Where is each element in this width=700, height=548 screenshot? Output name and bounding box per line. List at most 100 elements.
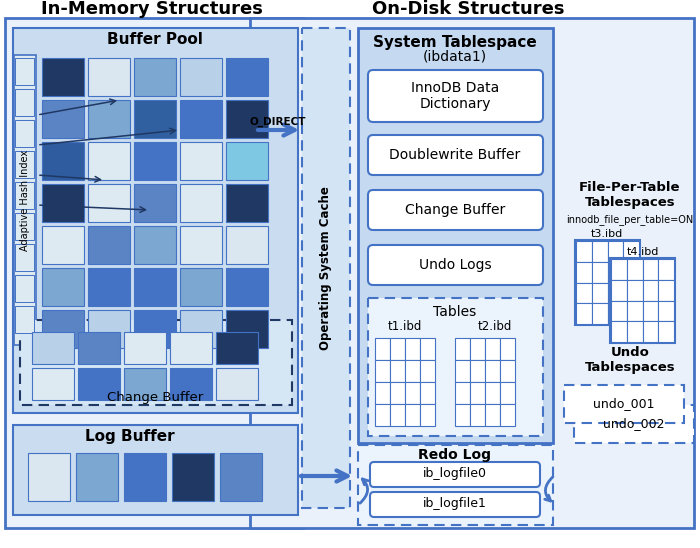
Bar [42, 226, 84, 264]
Bar [592, 283, 608, 303]
Bar [180, 268, 222, 306]
Bar [180, 184, 222, 222]
Bar [455, 382, 470, 404]
Text: Operating System Cache: Operating System Cache [319, 186, 332, 350]
Text: Adaptive Hash Index: Adaptive Hash Index [20, 150, 30, 250]
Bar [405, 404, 420, 426]
Bar [420, 360, 435, 382]
Bar [626, 279, 643, 300]
Bar [28, 453, 70, 501]
Bar [455, 360, 470, 382]
Bar [124, 368, 166, 400]
Bar [643, 300, 658, 321]
Bar [226, 142, 268, 180]
Bar [470, 338, 485, 360]
Bar [564, 385, 684, 423]
Text: Undo Logs: Undo Logs [419, 258, 491, 272]
Bar [390, 360, 405, 382]
Bar [643, 259, 658, 279]
FancyBboxPatch shape [368, 190, 543, 230]
Text: In-Memory Structures: In-Memory Structures [41, 0, 263, 18]
Bar [170, 332, 212, 364]
Text: On-Disk Structures: On-Disk Structures [372, 0, 564, 18]
Bar [390, 404, 405, 426]
Bar [470, 404, 485, 426]
Bar [358, 445, 553, 525]
Bar [180, 226, 222, 264]
Bar [405, 338, 420, 360]
Bar [180, 310, 222, 348]
Text: Redo Log: Redo Log [419, 448, 491, 462]
Bar [88, 142, 130, 180]
Bar [78, 368, 120, 400]
Bar [32, 332, 74, 364]
Bar [375, 382, 390, 404]
Bar [608, 303, 623, 324]
Bar [485, 360, 500, 382]
Bar [88, 100, 130, 138]
Bar [576, 283, 592, 303]
Bar [390, 382, 405, 404]
Text: Doublewrite Buffer: Doublewrite Buffer [389, 148, 521, 162]
Bar [658, 300, 674, 321]
Bar [368, 298, 543, 436]
Bar [42, 184, 84, 222]
Bar [375, 404, 390, 426]
Bar [42, 142, 84, 180]
Text: System Tablespace: System Tablespace [373, 35, 537, 49]
Bar [124, 332, 166, 364]
Bar [420, 382, 435, 404]
Bar [575, 240, 640, 325]
Bar [608, 241, 623, 262]
Bar [226, 184, 268, 222]
Bar [76, 453, 118, 501]
Bar [626, 321, 643, 342]
Bar [611, 279, 626, 300]
Text: Change Buffer: Change Buffer [405, 203, 505, 217]
Bar [13, 28, 298, 413]
Bar [623, 241, 639, 262]
Text: t4.ibd: t4.ibd [626, 247, 659, 257]
Bar [78, 332, 120, 364]
Bar [658, 259, 674, 279]
Bar [576, 241, 592, 262]
Text: Log Buffer: Log Buffer [85, 429, 175, 443]
Bar [658, 321, 674, 342]
Bar [15, 213, 34, 240]
Bar [226, 100, 268, 138]
Bar [134, 58, 176, 96]
Bar [88, 58, 130, 96]
Bar [226, 268, 268, 306]
Text: ib_logfile1: ib_logfile1 [423, 498, 487, 511]
Bar [250, 18, 694, 528]
Bar [15, 151, 34, 178]
Bar [485, 338, 500, 360]
Bar [88, 184, 130, 222]
Bar [626, 300, 643, 321]
Bar [226, 58, 268, 96]
Bar [226, 310, 268, 348]
Bar [42, 268, 84, 306]
Bar [643, 279, 658, 300]
Bar [88, 268, 130, 306]
Bar [375, 338, 390, 360]
Text: t2.ibd: t2.ibd [478, 319, 512, 333]
Bar [455, 338, 470, 360]
Text: Buffer Pool: Buffer Pool [107, 32, 203, 48]
Bar [485, 382, 500, 404]
Text: undo_002: undo_002 [603, 418, 665, 431]
Bar [611, 259, 626, 279]
Bar [610, 258, 675, 343]
Bar [134, 184, 176, 222]
Text: Undo
Tablespaces: Undo Tablespaces [584, 346, 676, 374]
Bar [470, 360, 485, 382]
Bar [170, 368, 212, 400]
Bar [172, 453, 214, 501]
Bar [608, 262, 623, 283]
Bar [375, 360, 390, 382]
Bar [623, 262, 639, 283]
Bar [420, 338, 435, 360]
Bar [358, 28, 553, 443]
Bar [470, 382, 485, 404]
Text: t3.ibd: t3.ibd [591, 229, 623, 239]
